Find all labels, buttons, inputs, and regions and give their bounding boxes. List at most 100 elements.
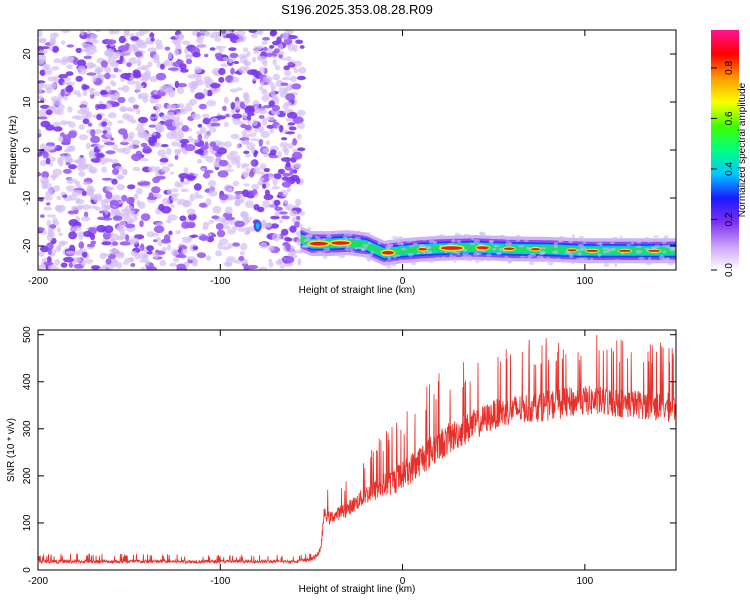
- ridge-halo-dot: [568, 239, 574, 244]
- ridge-halo-dot: [407, 252, 414, 257]
- noise-blob: [99, 252, 107, 260]
- noise-blob: [66, 56, 74, 64]
- noise-blob: [43, 182, 52, 189]
- noise-blob: [208, 219, 215, 224]
- ridge-halo-dot: [412, 242, 419, 246]
- noise-blob: [85, 258, 94, 264]
- noise-blob: [291, 83, 302, 90]
- ridge-halo-dot: [398, 259, 404, 263]
- noise-blob: [63, 77, 71, 82]
- noise-blob: [65, 250, 76, 255]
- noise-blob: [203, 172, 211, 179]
- noise-blob: [122, 132, 129, 140]
- noise-blob: [39, 245, 50, 253]
- noise-blob: [263, 168, 270, 173]
- noise-blob: [64, 157, 73, 165]
- noise-blob: [240, 242, 248, 251]
- noise-blob: [184, 48, 189, 55]
- noise-blob: [290, 75, 297, 83]
- ridge-halo-dot: [314, 251, 321, 255]
- noise-blob: [253, 127, 259, 133]
- ridge-halo-dot: [428, 239, 435, 244]
- noise-blob: [133, 193, 139, 200]
- noise-blob: [52, 121, 61, 128]
- noise-blob: [289, 210, 298, 217]
- y-tick-label: -10: [22, 190, 33, 205]
- noise-blob: [235, 30, 246, 36]
- noise-blob: [215, 55, 222, 60]
- noise-blob: [281, 76, 292, 81]
- noise-blob: [129, 237, 140, 245]
- ridge-halo-dot: [603, 262, 610, 267]
- ridge-halo-dot: [447, 242, 453, 245]
- noise-blob: [149, 96, 154, 104]
- ridge-halo-dot: [410, 261, 417, 266]
- ridge-halo-dot: [638, 256, 645, 260]
- ridge-halo-dot: [439, 244, 443, 247]
- noise-blob: [102, 217, 113, 221]
- noise-blob: [194, 149, 205, 155]
- noise-blob: [199, 126, 207, 134]
- noise-blob: [124, 30, 130, 36]
- noise-blob: [104, 66, 112, 74]
- noise-blob: [167, 244, 172, 251]
- noise-blob: [260, 81, 265, 87]
- noise-blob: [118, 35, 126, 44]
- noise-blob: [218, 76, 225, 83]
- ridge-halo-dot: [343, 232, 347, 236]
- noise-blob: [85, 142, 91, 150]
- noise-blob: [112, 241, 119, 247]
- noise-blob: [266, 52, 273, 58]
- noise-blob: [127, 135, 133, 142]
- ridge-halo-dot: [539, 250, 546, 254]
- noise-blob: [81, 251, 88, 258]
- noise-blob: [153, 225, 165, 234]
- ridge-halo-dot: [658, 255, 665, 259]
- ridge-halo-dot: [471, 238, 475, 241]
- noise-blob: [268, 100, 275, 108]
- noise-blob: [141, 64, 150, 71]
- ridge-halo-dot: [326, 232, 331, 237]
- y-tick-label: 500: [22, 326, 33, 343]
- noise-blob: [88, 48, 98, 54]
- noise-blob: [166, 148, 172, 156]
- noise-blob: [155, 103, 162, 110]
- noise-blob: [236, 38, 243, 43]
- noise-blob: [43, 195, 53, 201]
- noise-blob: [277, 168, 285, 175]
- noise-blob: [128, 145, 134, 149]
- noise-blob: [99, 157, 107, 165]
- ridge-halo-dot: [526, 246, 530, 250]
- noise-blob: [228, 47, 237, 51]
- noise-blob: [288, 126, 297, 131]
- noise-blob: [286, 56, 292, 62]
- ridge-halo-dot: [448, 236, 456, 239]
- noise-blob: [298, 66, 307, 75]
- noise-blob: [62, 81, 72, 86]
- noise-blob: [211, 215, 220, 220]
- noise-blob: [281, 57, 287, 61]
- noise-blob: [180, 188, 189, 193]
- noise-blob: [281, 181, 292, 188]
- noise-blob: [66, 145, 74, 152]
- noise-blob: [38, 264, 45, 270]
- noise-blob: [224, 168, 234, 173]
- noise-blob: [38, 133, 42, 138]
- noise-blob: [242, 47, 249, 53]
- noise-blob: [106, 102, 111, 109]
- noise-blob: [246, 115, 252, 121]
- noise-blob: [217, 170, 229, 178]
- noise-blob: [287, 122, 296, 126]
- noise-blob: [238, 256, 245, 261]
- noise-blob: [139, 134, 149, 139]
- noise-blob: [268, 261, 274, 268]
- noise-blob: [103, 225, 114, 234]
- noise-blob: [167, 214, 178, 221]
- noise-blob: [45, 190, 54, 197]
- ridge-hot-red: [381, 250, 395, 255]
- snr-frame: [37, 329, 677, 571]
- noise-blob: [178, 173, 189, 179]
- noise-blob: [181, 248, 188, 255]
- noise-blob: [53, 32, 59, 38]
